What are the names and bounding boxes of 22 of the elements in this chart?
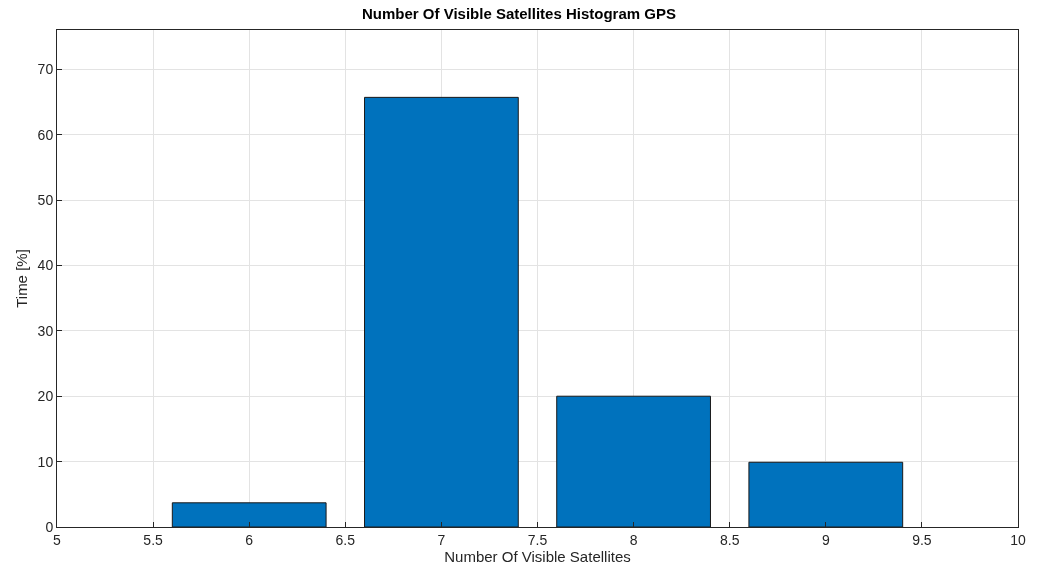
x-tick-label: 8.5 (719, 531, 740, 548)
x-tick-label: 10 (1010, 531, 1026, 548)
x-tick-label: 7 (437, 531, 446, 548)
x-tick-label: 9.5 (912, 531, 932, 548)
y-axis-title: Time [%] (12, 249, 30, 308)
y-tick-label: 50 (37, 191, 54, 208)
y-tick-label: 10 (37, 453, 54, 470)
x-tick-label: 5 (53, 531, 62, 548)
chart-title: Number Of Visible Satellites Histogram GPS (362, 5, 676, 23)
y-tick-label: 20 (37, 388, 54, 405)
x-tick-label: 6.5 (335, 531, 356, 548)
x-tick-label: 7.5 (527, 531, 548, 548)
x-tick-label: 8 (629, 531, 638, 548)
y-tick-label: 60 (37, 126, 54, 143)
x-tick-label: 5.5 (143, 531, 164, 548)
y-tick-label: 0 (45, 518, 54, 535)
x-tick-label: 9 (821, 531, 830, 548)
y-tick-label: 70 (37, 61, 54, 78)
y-tick-label: 30 (37, 322, 54, 339)
x-axis-title: Number Of Visible Satellites (444, 547, 631, 565)
x-tick-label: 6 (245, 531, 254, 548)
y-tick-label: 40 (37, 257, 54, 274)
